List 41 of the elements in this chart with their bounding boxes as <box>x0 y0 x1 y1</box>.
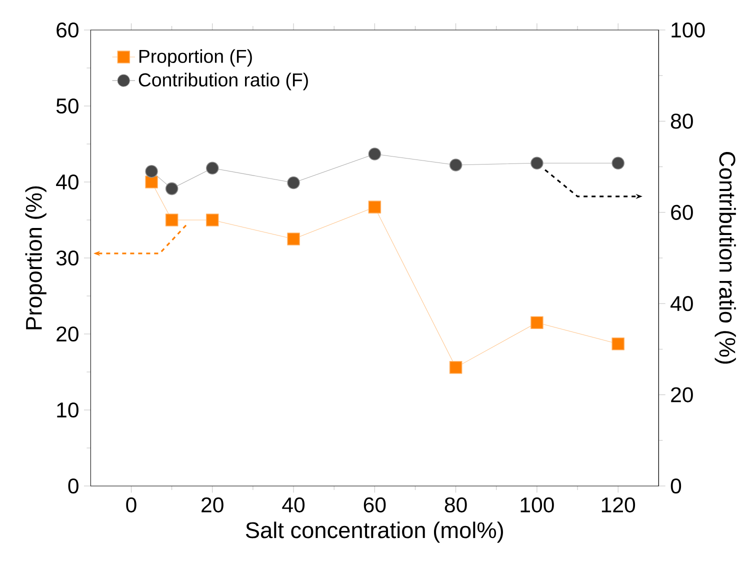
point <box>165 182 178 196</box>
point <box>530 316 544 329</box>
y-tick-label: 20 <box>56 326 78 342</box>
point <box>449 158 462 172</box>
y-tick-label: 30 <box>56 250 78 266</box>
point <box>145 164 158 178</box>
point <box>206 162 219 175</box>
y2-tick-label: 100 <box>672 22 705 38</box>
point <box>368 148 382 160</box>
y2-tick-label: 0 <box>670 478 682 494</box>
y2-axis-title: Contribution ratio (%) <box>714 152 736 364</box>
point <box>612 337 624 350</box>
point <box>368 200 382 214</box>
x-tick-label: 80 <box>444 497 467 512</box>
y2-tick-label: 40 <box>670 296 693 312</box>
y2-tick-label: 80 <box>670 114 693 129</box>
y-tick-label: 0 <box>68 478 78 494</box>
x-tick-label: 100 <box>520 497 554 512</box>
y2-tick-label: 20 <box>671 387 693 402</box>
y-tick-label: 40 <box>56 174 78 190</box>
x-tick-label: 0 <box>126 497 136 512</box>
point <box>287 232 300 246</box>
x-tick-label: 60 <box>364 497 386 512</box>
x-tick-label: 40 <box>282 497 305 512</box>
y-axis-title: Proportion (%) <box>25 186 46 330</box>
legend-label: Contribution ratio (F) <box>138 72 308 90</box>
point <box>165 214 178 226</box>
y-tick-label: 50 <box>56 98 78 114</box>
x-axis-title: Salt concentration (mol%) <box>246 522 503 543</box>
y-tick-label: 60 <box>56 22 78 38</box>
point <box>145 176 158 188</box>
point <box>530 156 544 170</box>
x-tick-label: 20 <box>202 497 224 512</box>
point <box>287 176 300 190</box>
point <box>612 156 624 170</box>
y-tick-label: 10 <box>57 402 78 418</box>
point <box>449 361 462 374</box>
point <box>206 214 219 226</box>
legend-label: Proportion (F) <box>139 49 252 67</box>
x-tick-label: 120 <box>602 497 636 512</box>
y2-tick-label: 60 <box>671 204 693 220</box>
